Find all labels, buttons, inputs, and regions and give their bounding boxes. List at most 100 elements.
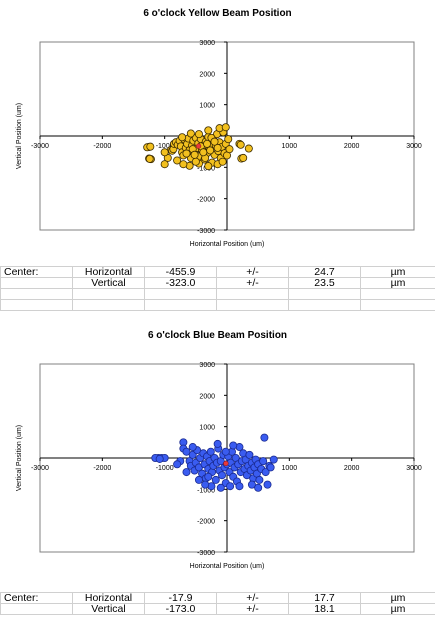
center-label: Center:	[0, 266, 73, 278]
error-value: 17.7	[288, 592, 361, 604]
data-point	[173, 460, 182, 469]
data-point	[145, 154, 154, 163]
axis-label: Horizontal	[72, 266, 145, 278]
data-point	[182, 149, 191, 158]
data-point	[178, 133, 187, 142]
y-tick-label: -3000	[197, 550, 215, 557]
error-value: 18.1	[288, 603, 361, 615]
x-tick-label: -2000	[93, 465, 111, 472]
data-point	[266, 463, 275, 472]
data-point	[218, 157, 227, 166]
chart-1-plot: -3000-2000-10000100020003000-3000-2000-1…	[16, 40, 422, 248]
x-tick-label: -3000	[31, 465, 49, 472]
chart-2-title: 6 o'clock Blue Beam Position	[147, 330, 288, 341]
x-tick-label: 1000	[282, 465, 298, 472]
center-marker	[223, 460, 229, 467]
y-tick-label: 1000	[199, 425, 215, 432]
stats-row: Center: Horizontal -455.9 +/- 24.7 µm	[0, 266, 435, 278]
center-value: -173.0	[144, 603, 217, 615]
data-point	[186, 129, 195, 138]
y-tick-label: -3000	[197, 228, 215, 235]
chart-1-title: 6 o'clock Yellow Beam Position	[143, 8, 292, 19]
data-point	[229, 441, 238, 450]
x-tick-label: -1000	[156, 143, 174, 150]
data-point	[213, 439, 222, 448]
chart-1: -3000-2000-10000100020003000-3000-2000-1…	[0, 0, 435, 260]
x-tick-label: -2000	[93, 143, 111, 150]
y-tick-label: 3000	[199, 362, 215, 369]
empty-cell	[0, 603, 73, 615]
data-point	[206, 146, 215, 155]
data-point	[221, 447, 230, 456]
data-point	[216, 483, 225, 492]
data-point	[213, 143, 222, 152]
axis-label: Vertical	[72, 277, 145, 289]
data-point	[179, 160, 188, 169]
y-tick-label: 1000	[199, 103, 215, 110]
chart-2: -3000-2000-10000100020003000-3000-2000-1…	[0, 322, 435, 582]
chart-2-plot: -3000-2000-10000100020003000-3000-2000-1…	[16, 362, 422, 570]
y-tick-label: 2000	[199, 71, 215, 78]
data-point	[160, 148, 169, 157]
data-point	[226, 482, 235, 491]
data-point	[261, 468, 270, 477]
x-tick-label: 3000	[406, 465, 422, 472]
x-tick-label: 3000	[406, 143, 422, 150]
x-tick-label: 2000	[344, 143, 360, 150]
data-point	[263, 480, 272, 489]
data-point	[204, 162, 213, 171]
y-tick-label: -2000	[197, 519, 215, 526]
data-point	[182, 468, 191, 477]
data-point	[254, 483, 263, 492]
plus-minus: +/-	[216, 266, 289, 278]
data-point	[225, 145, 234, 154]
data-point	[194, 475, 203, 484]
y-tick-label: -1000	[197, 487, 215, 494]
chart-1-stats-table: Center: Horizontal -455.9 +/- 24.7 µm Ve…	[0, 266, 435, 311]
axis-label: Vertical	[72, 603, 145, 615]
error-value: 24.7	[288, 266, 361, 278]
stats-row	[0, 299, 435, 311]
x-tick-label: 1000	[282, 143, 298, 150]
data-point	[260, 433, 269, 442]
data-point	[221, 123, 230, 132]
center-label: Center:	[0, 592, 73, 604]
data-point	[190, 150, 199, 159]
center-marker	[195, 143, 202, 149]
data-point	[211, 475, 220, 484]
plus-minus: +/-	[216, 277, 289, 289]
data-point	[173, 156, 182, 165]
center-value: -455.9	[144, 266, 217, 278]
data-point	[146, 142, 155, 151]
data-point	[218, 471, 227, 480]
data-point	[204, 472, 213, 481]
data-point	[191, 157, 200, 166]
data-point	[188, 443, 197, 452]
error-value: 23.5	[288, 277, 361, 289]
stats-row: Center: Horizontal -17.9 +/- 17.7 µm	[0, 592, 435, 604]
x-tick-label: 2000	[344, 465, 360, 472]
x-tick-label: -3000	[31, 143, 49, 150]
data-point	[255, 475, 264, 484]
data-point	[245, 450, 254, 459]
stats-row: Vertical -173.0 +/- 18.1 µm	[0, 603, 435, 615]
data-point	[210, 137, 219, 146]
unit-label: µm	[360, 266, 435, 278]
x-axis-title: Horizontal Position (um)	[190, 563, 265, 570]
unit-label: µm	[360, 592, 435, 604]
unit-label: µm	[360, 277, 435, 289]
x-tick-label: -1000	[156, 465, 174, 472]
stats-row	[0, 288, 435, 300]
center-value: -17.9	[144, 592, 217, 604]
data-point	[204, 126, 213, 135]
chart-2-stats-table: Center: Horizontal -17.9 +/- 17.7 µm Ver…	[0, 592, 435, 615]
data-point	[206, 447, 215, 456]
y-tick-label: -2000	[197, 197, 215, 204]
data-point	[160, 160, 169, 169]
y-tick-label: 3000	[199, 40, 215, 47]
data-point	[201, 480, 210, 489]
y-axis-title: Vertical Position (um)	[16, 103, 23, 169]
data-point	[269, 455, 278, 464]
plus-minus: +/-	[216, 603, 289, 615]
center-value: -323.0	[144, 277, 217, 289]
